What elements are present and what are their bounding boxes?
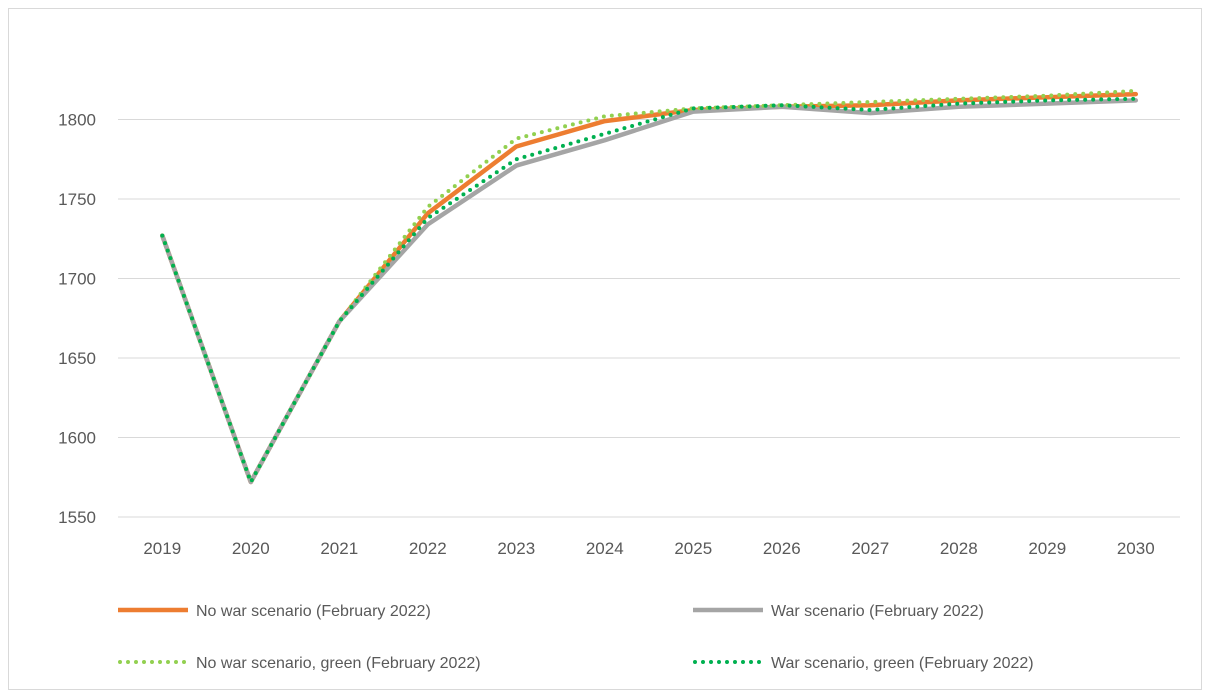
x-tick-label: 2025 (674, 539, 712, 558)
y-tick-label: 1650 (58, 349, 96, 368)
x-tick-label: 2024 (586, 539, 624, 558)
x-tick-label: 2026 (763, 539, 801, 558)
gridlines (118, 119, 1180, 518)
series-line-3 (160, 88, 1138, 484)
x-tick-label: 2019 (143, 539, 181, 558)
x-tick-label: 2022 (409, 539, 447, 558)
legend-label-3: No war scenario, green (February 2022) (196, 655, 481, 672)
y-axis-ticks: 1550 1600 1650 1700 1750 1800 (58, 111, 96, 528)
x-tick-label: 2027 (851, 539, 889, 558)
legend: No war scenario (February 2022) War scena… (118, 603, 1034, 672)
series-line-1 (160, 91, 1139, 485)
x-tick-label: 2028 (940, 539, 978, 558)
legend-label-4: War scenario, green (February 2022) (771, 655, 1034, 672)
x-tick-label: 2023 (497, 539, 535, 558)
legend-label-1: No war scenario (February 2022) (196, 603, 431, 620)
y-tick-label: 1700 (58, 270, 96, 289)
y-tick-label: 1600 (58, 429, 96, 448)
y-tick-label: 1550 (58, 508, 96, 527)
y-tick-label: 1750 (58, 190, 96, 209)
series-line-2 (160, 98, 1139, 485)
legend-label-2: War scenario (February 2022) (771, 603, 984, 620)
x-tick-label: 2021 (320, 539, 358, 558)
x-tick-label: 2020 (232, 539, 270, 558)
series-line-4 (160, 96, 1138, 484)
x-tick-label: 2029 (1028, 539, 1066, 558)
y-tick-label: 1800 (58, 111, 96, 130)
series-lines (160, 88, 1139, 485)
x-axis-ticks: 2019 2020 2021 2022 2023 2024 2025 2026 2027 2028… (143, 539, 1154, 558)
x-tick-label: 2030 (1117, 539, 1155, 558)
